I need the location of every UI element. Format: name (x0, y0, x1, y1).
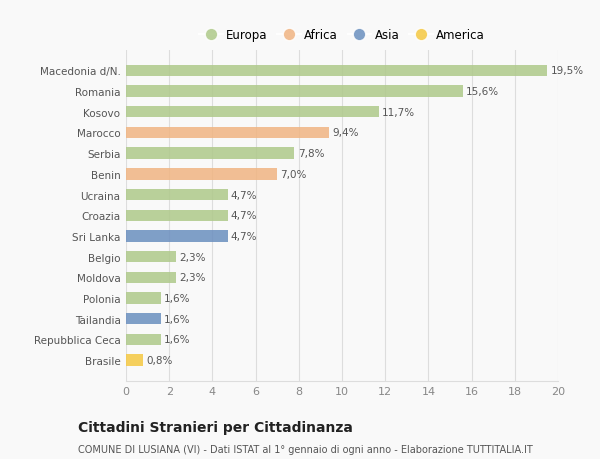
Bar (126, 334, 161, 345)
Text: 1,6%: 1,6% (164, 335, 190, 345)
Text: 4,7%: 4,7% (231, 211, 257, 221)
Text: 7,8%: 7,8% (298, 149, 324, 159)
Bar (126, 355, 143, 366)
Bar (126, 210, 227, 221)
Text: Cittadini Stranieri per Cittadinanza: Cittadini Stranieri per Cittadinanza (78, 420, 353, 434)
Text: 15,6%: 15,6% (466, 87, 499, 97)
Bar (126, 128, 329, 139)
Text: 4,7%: 4,7% (231, 231, 257, 241)
Bar (126, 231, 227, 242)
Bar (126, 313, 161, 325)
Bar (126, 107, 379, 118)
Bar (126, 293, 161, 304)
Text: 2,3%: 2,3% (179, 273, 205, 283)
Bar (126, 169, 277, 180)
Text: 0,8%: 0,8% (146, 355, 173, 365)
Text: 1,6%: 1,6% (164, 314, 190, 324)
Text: COMUNE DI LUSIANA (VI) - Dati ISTAT al 1° gennaio di ogni anno - Elaborazione TU: COMUNE DI LUSIANA (VI) - Dati ISTAT al 1… (78, 444, 533, 454)
Text: 11,7%: 11,7% (382, 107, 415, 118)
Bar (126, 148, 295, 159)
Text: 7,0%: 7,0% (280, 169, 307, 179)
Text: 2,3%: 2,3% (179, 252, 205, 262)
Text: 1,6%: 1,6% (164, 293, 190, 303)
Text: 4,7%: 4,7% (231, 190, 257, 200)
Bar (126, 252, 176, 263)
Text: 9,4%: 9,4% (332, 128, 359, 138)
Text: 19,5%: 19,5% (550, 66, 584, 76)
Legend: Europa, Africa, Asia, America: Europa, Africa, Asia, America (197, 27, 487, 45)
Bar (126, 66, 547, 77)
Bar (126, 272, 176, 283)
Bar (126, 190, 227, 201)
Bar (126, 86, 463, 97)
